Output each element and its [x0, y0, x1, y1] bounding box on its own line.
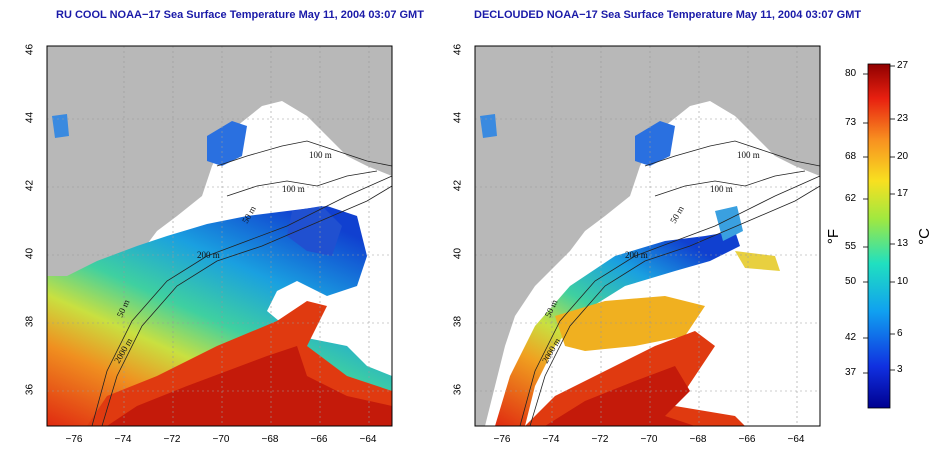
x-tick-label: −64	[787, 434, 805, 445]
y-tick-label: 46	[452, 43, 464, 56]
x-tick-label: −74	[114, 434, 132, 445]
x-tick-label: −72	[163, 434, 181, 445]
x-tick-label: −66	[310, 434, 328, 445]
left-map-panel: 100 m 100 m 50 m 200 m 50 m 2000 m	[46, 45, 393, 427]
y-tick-label: 40	[24, 247, 36, 260]
y-tick-label: 42	[452, 179, 464, 192]
left-map-title: RU COOL NOAA−17 Sea Surface Temperature …	[56, 9, 424, 21]
colorbar-f-tick: 50	[845, 276, 857, 287]
contour-label: 100 m	[309, 150, 332, 160]
colorbar-f-tick: 37	[845, 367, 857, 378]
contour-label: 100 m	[282, 184, 305, 194]
x-tick-label: −76	[493, 434, 511, 445]
colorbar-c-tick: 27	[897, 60, 909, 71]
gulf-stream-core	[107, 346, 392, 426]
x-tick-label: −64	[359, 434, 377, 445]
x-tick-label: −68	[689, 434, 707, 445]
colorbar-f-tick: 62	[845, 193, 857, 204]
colorbar	[863, 63, 895, 409]
colorbar-c-tick: 3	[897, 364, 903, 375]
colorbar-f-tick: 80	[845, 68, 857, 79]
colorbar-c-tick: 6	[897, 328, 903, 339]
left-map-svg: 100 m 100 m 50 m 200 m 50 m 2000 m	[46, 45, 393, 427]
x-tick-label: −70	[212, 434, 230, 445]
warm-eddy	[555, 296, 705, 351]
land-mass	[475, 46, 820, 426]
contour-label: 100 m	[710, 184, 733, 194]
x-tick-label: −76	[65, 434, 83, 445]
gulf-stream-core	[545, 366, 695, 426]
colorbar-c-tick: 17	[897, 188, 909, 199]
fahrenheit-unit-label: °F	[825, 228, 843, 245]
colorbar-f-tick: 42	[845, 332, 857, 343]
right-map-svg: 100 m 100 m 50 m 200 m 50 m 2000 m	[474, 45, 821, 427]
contour-label: 100 m	[737, 150, 760, 160]
y-tick-label: 46	[24, 43, 36, 56]
y-tick-label: 38	[452, 315, 464, 328]
y-tick-label: 36	[452, 383, 464, 396]
x-tick-label: −66	[738, 434, 756, 445]
sst-field	[495, 231, 740, 426]
colorbar-c-tick: 10	[897, 276, 909, 287]
colorbar-f-tick: 55	[845, 241, 857, 252]
colorbar-c-tick: 13	[897, 238, 909, 249]
colorbar-f-tick: 68	[845, 151, 857, 162]
colorbar-c-tick: 23	[897, 113, 909, 124]
colorbar-f-tick: 73	[845, 117, 857, 128]
y-tick-label: 40	[452, 247, 464, 260]
x-tick-label: −68	[261, 434, 279, 445]
colorbar-c-tick: 20	[897, 151, 909, 162]
x-tick-label: −72	[591, 434, 609, 445]
y-tick-label: 44	[452, 111, 464, 124]
land-mass	[47, 46, 392, 426]
contour-label: 200 m	[625, 250, 648, 260]
y-tick-label: 42	[24, 179, 36, 192]
y-tick-label: 44	[24, 111, 36, 124]
right-map-panel: 100 m 100 m 50 m 200 m 50 m 2000 m	[474, 45, 821, 427]
x-tick-label: −74	[542, 434, 560, 445]
celsius-unit-label: °C	[915, 228, 933, 245]
gulf-stream-warm	[525, 331, 745, 426]
y-tick-label: 36	[24, 383, 36, 396]
contour-label: 200 m	[197, 250, 220, 260]
x-tick-label: −70	[640, 434, 658, 445]
y-tick-label: 38	[24, 315, 36, 328]
right-map-title: DECLOUDED NOAA−17 Sea Surface Temperatur…	[474, 9, 862, 21]
